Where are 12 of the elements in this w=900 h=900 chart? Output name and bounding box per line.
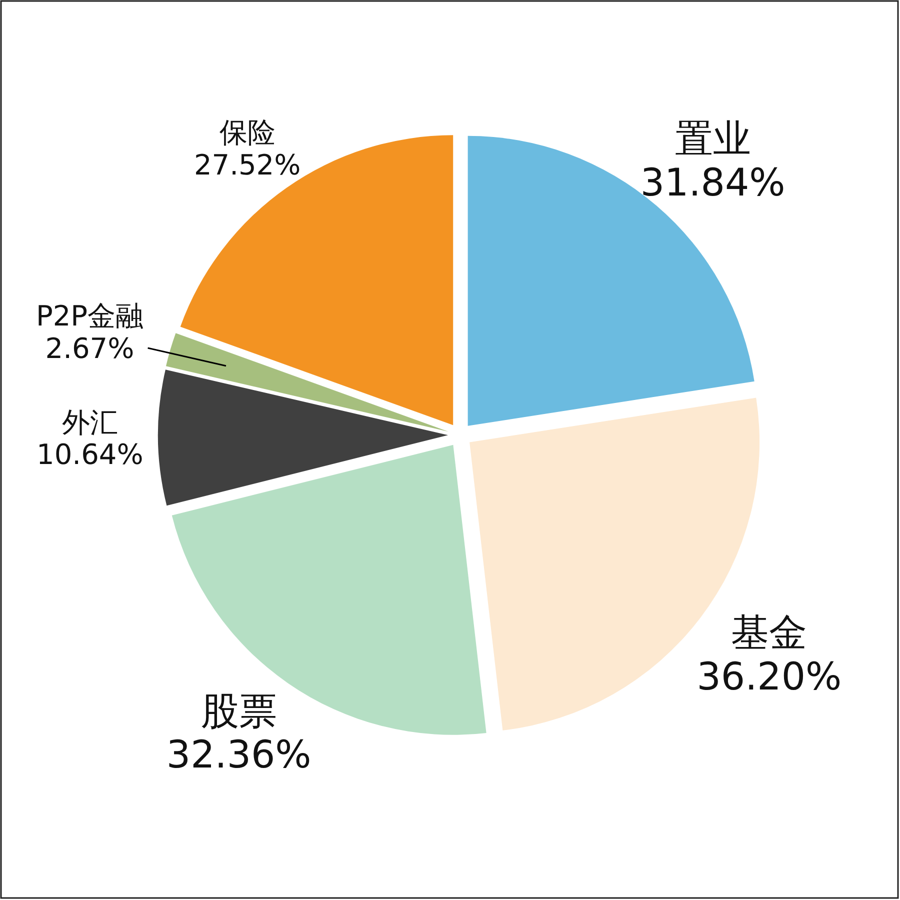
- data-label: 10.64%: [36, 438, 144, 472]
- data-label: 31.84%: [640, 160, 786, 204]
- slice-label: 基金: [731, 610, 808, 655]
- slice-label: 外汇: [62, 406, 118, 439]
- data-label: 32.36%: [166, 732, 312, 777]
- slice-label: 置业: [674, 116, 751, 161]
- slice-label: 保险: [219, 116, 276, 150]
- data-label: 27.52%: [194, 148, 301, 182]
- slice-label: P2P金融: [36, 300, 144, 333]
- data-label: 36.20%: [696, 654, 842, 698]
- data-label: 2.67%: [45, 332, 134, 365]
- slice-label: 股票: [200, 688, 277, 733]
